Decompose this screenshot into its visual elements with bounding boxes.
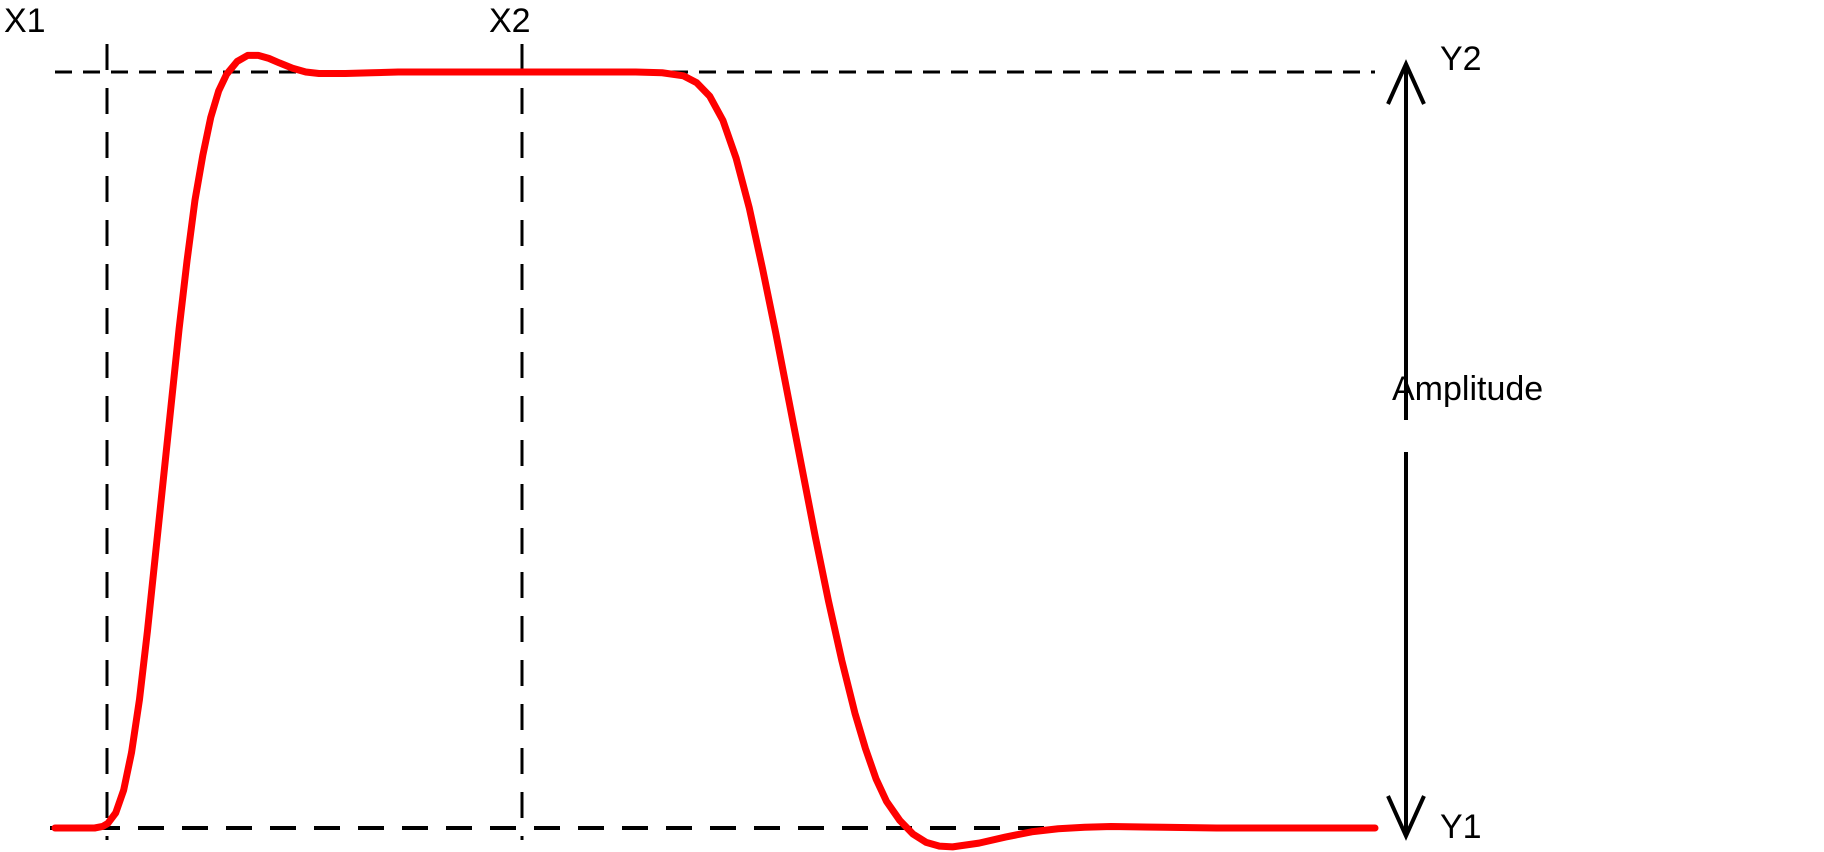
amplitude-label: Amplitude <box>1392 370 1544 408</box>
y2-label: Y2 <box>1440 40 1482 78</box>
x1-label: X1 <box>4 2 46 40</box>
amplitude-arrow-down <box>1386 452 1426 841</box>
y1-label: Y1 <box>1440 808 1482 846</box>
x2-label: X2 <box>489 2 531 40</box>
amplitude-arrow-up <box>1386 59 1426 420</box>
waveform-trace[interactable] <box>51 51 1379 851</box>
